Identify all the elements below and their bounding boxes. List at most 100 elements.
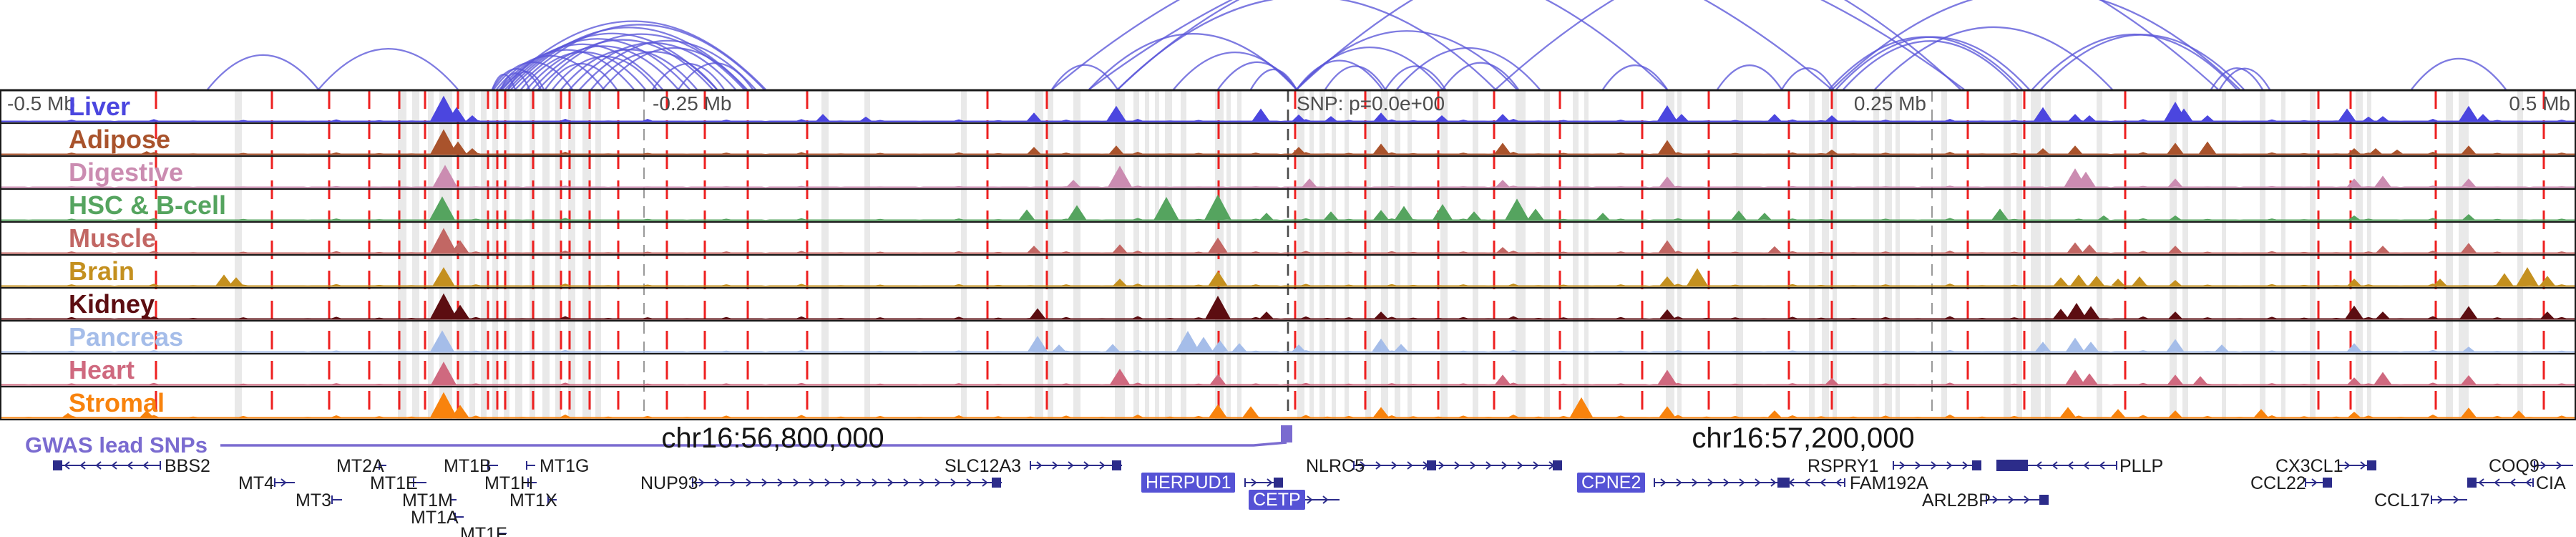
gene-label-mt1e: MT1E bbox=[370, 473, 418, 493]
interaction-arc bbox=[532, 39, 713, 90]
interaction-arc bbox=[2040, 34, 2245, 90]
interaction-arc bbox=[2210, 67, 2263, 90]
gene-glyph-mt1f bbox=[497, 529, 507, 537]
gene-label-mt4: MT4 bbox=[238, 473, 274, 493]
gene-label-mt1h: MT1H bbox=[484, 473, 534, 493]
track-label-muscle: Muscle bbox=[69, 223, 157, 253]
gene-label-rspry1: RSPRY1 bbox=[1807, 456, 1879, 476]
axis-label--0.5-mb: -0.5 Mb bbox=[7, 92, 75, 115]
gene-glyph-nlrc5 bbox=[1353, 460, 1562, 470]
interaction-arc bbox=[1051, 64, 1118, 90]
gene-glyph-mt1g bbox=[526, 461, 535, 470]
gene-label-slc12a3: SLC12A3 bbox=[945, 456, 1022, 476]
gene-glyph-ccl22 bbox=[2305, 478, 2332, 488]
interaction-arc bbox=[514, 24, 765, 90]
gene-glyph-mt3 bbox=[331, 495, 342, 504]
interaction-arc bbox=[2031, 33, 2238, 90]
track-label-kidney: Kidney bbox=[69, 289, 155, 319]
interaction-arc bbox=[1717, 64, 1782, 90]
interaction-arc bbox=[1324, 65, 1386, 90]
gene-glyph-bbs2 bbox=[53, 460, 161, 470]
track-label-pancreas: Pancreas bbox=[69, 322, 184, 352]
interaction-arc bbox=[510, 26, 748, 90]
gene-label-nup93: NUP93 bbox=[640, 473, 698, 493]
interaction-arc bbox=[652, 63, 725, 90]
interaction-arc bbox=[537, 33, 745, 90]
interaction-arc bbox=[500, 20, 766, 90]
signal-tracks-panel bbox=[0, 89, 2576, 421]
interaction-arc bbox=[499, 49, 635, 90]
interaction-arc bbox=[2411, 57, 2507, 90]
gene-glyph-arl2bp bbox=[1986, 495, 2049, 505]
interaction-arc bbox=[1117, 0, 1668, 90]
gene-label-mt1b: MT1B bbox=[444, 456, 492, 476]
gene-glyph-mt2a bbox=[379, 461, 386, 470]
interaction-arc bbox=[1396, 47, 1541, 90]
interaction-arc bbox=[504, 38, 691, 90]
gene-label-ccl22: CCL22 bbox=[2250, 473, 2306, 493]
chr-coordinate-label: chr16:56,800,000 bbox=[661, 422, 884, 454]
gene-label-herpud1: HERPUD1 bbox=[1141, 473, 1236, 493]
gene-label-cia: CIA bbox=[2536, 473, 2566, 493]
interaction-arc bbox=[507, 70, 545, 90]
track-label-liver: Liver bbox=[69, 92, 131, 121]
interaction-arc bbox=[678, 62, 753, 90]
interaction-arc bbox=[1495, 0, 2219, 90]
interaction-arc bbox=[1831, 0, 2240, 90]
axis-label-0.5-mb: 0.5 Mb bbox=[2509, 92, 2570, 115]
interaction-arc bbox=[602, 47, 746, 90]
interaction-arc bbox=[1781, 67, 1834, 90]
track-label-brain: Brain bbox=[69, 256, 135, 286]
interaction-arc bbox=[1051, 0, 1833, 90]
gene-glyph-rspry1 bbox=[1893, 460, 1981, 470]
gene-label-mt1a: MT1A bbox=[411, 508, 459, 528]
gene-glyph-cetp bbox=[1300, 495, 1340, 504]
track-label-heart: Heart bbox=[69, 355, 135, 384]
interaction-arc bbox=[1442, 62, 1519, 90]
gene-glyph-nup93 bbox=[692, 478, 1002, 488]
gene-glyph-coq9 bbox=[2534, 461, 2573, 470]
gene-glyph-cpne2 bbox=[1654, 478, 1790, 488]
interaction-arc bbox=[1296, 0, 1961, 90]
gene-track-layer bbox=[53, 425, 2573, 537]
interaction-arc bbox=[2219, 67, 2270, 90]
interaction-arc bbox=[1088, 0, 1965, 90]
gene-glyph-pllp bbox=[1996, 460, 2117, 471]
gene-label-fam192a: FAM192A bbox=[1850, 473, 1928, 493]
chr-coordinate-label: chr16:57,200,000 bbox=[1692, 422, 1915, 454]
track-label-hsc-b-cell: HSC & B-cell bbox=[69, 190, 227, 220]
gene-glyph-mt1m bbox=[450, 495, 457, 504]
gene-glyph-mt1x bbox=[547, 495, 557, 504]
interaction-arc bbox=[1217, 61, 1297, 90]
gwas-leader-line bbox=[220, 441, 1287, 447]
gene-label-pllp: PLLP bbox=[2119, 456, 2164, 476]
axis-label-snp-p-0.0e-00: SNP: p=0.0e+00 bbox=[1297, 92, 1445, 115]
gene-label-mt1f: MT1F bbox=[460, 524, 507, 537]
gene-label-cx3cl1: CX3CL1 bbox=[2275, 456, 2343, 476]
gene-label-mt1g: MT1G bbox=[540, 456, 590, 476]
axis-label--0.25-mb: -0.25 Mb bbox=[653, 92, 732, 115]
gene-label-cpne2: CPNE2 bbox=[1577, 473, 1646, 493]
interaction-arc bbox=[526, 45, 679, 90]
interaction-arc bbox=[1117, 0, 1496, 90]
track-label-digestive: Digestive bbox=[69, 158, 184, 187]
interaction-arc bbox=[318, 48, 459, 90]
interaction-arc bbox=[1874, 26, 2113, 90]
gene-glyph-fam192a bbox=[1777, 478, 1845, 488]
gene-label-mt3: MT3 bbox=[296, 490, 331, 511]
gene-label-mt2a: MT2A bbox=[336, 456, 384, 476]
gene-glyph-mt1e bbox=[413, 478, 426, 487]
gene-label-coq9: COQ9 bbox=[2489, 456, 2540, 476]
gene-glyph-mt1h bbox=[527, 478, 537, 487]
axis-label-0.25-mb: 0.25 Mb bbox=[1853, 92, 1926, 115]
gene-glyph-cia bbox=[2467, 478, 2534, 488]
gwas-snp-marker bbox=[1281, 425, 1292, 442]
gene-label-arl2bp: ARL2BP bbox=[1922, 490, 1991, 511]
interaction-arc bbox=[499, 72, 531, 90]
gwas-lead-snps-label: GWAS lead SNPs bbox=[25, 432, 208, 458]
track-label-stromal: Stromal bbox=[69, 388, 165, 417]
gene-label-cetp: CETP bbox=[1249, 490, 1305, 511]
gene-glyph-mt1a bbox=[454, 513, 464, 521]
gene-label-bbs2: BBS2 bbox=[165, 456, 210, 476]
track-label-adipose: Adipose bbox=[69, 125, 171, 154]
